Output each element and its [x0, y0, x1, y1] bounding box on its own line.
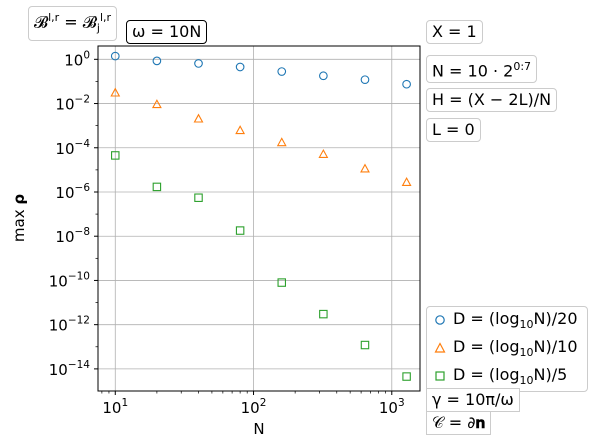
legend-square-marker — [435, 371, 445, 381]
data-point-circle — [235, 62, 245, 72]
data-point-triangle — [318, 148, 329, 158]
legend-label-3: D = (log10N)/5 — [453, 364, 568, 388]
y-tick-label: 10−8 — [55, 226, 90, 246]
data-point-triangle — [193, 113, 204, 123]
annotation-gamma: γ = 10π/ω — [426, 388, 520, 412]
annotation-x: X = 1 — [426, 20, 483, 44]
data-points — [110, 51, 412, 381]
data-point-square — [152, 182, 162, 192]
annotation-omega: ω = 10N — [126, 20, 208, 44]
x-tick-label: 101 — [102, 397, 128, 417]
legend-item-2: D = (log10N)/10 — [427, 337, 578, 359]
data-point-square — [235, 226, 245, 235]
axis-ticks: 101 102 103 100 10−2 10−4 10−6 10−8 10−10 10−12 10… — [49, 49, 405, 417]
legend-circle-marker — [435, 315, 445, 325]
data-point-triangle — [360, 163, 370, 173]
data-point-circle — [277, 67, 287, 76]
legend-label-2: D = (log10N)/10 — [453, 336, 578, 360]
annotation-n-values: N = 10 · 20:7 — [426, 55, 538, 84]
data-point-triangle — [401, 177, 412, 186]
annotation-h: H = (X − 2L)/N — [426, 88, 558, 112]
y-tick-label: 10−4 — [55, 138, 90, 158]
data-point-circle — [360, 75, 370, 85]
data-point-square — [319, 309, 328, 319]
data-point-circle — [319, 71, 328, 81]
annotation-b-equals-bj: 𝓑l,r = 𝓑jl,r — [28, 6, 118, 41]
data-point-circle — [152, 56, 162, 66]
data-point-triangle — [276, 137, 287, 147]
x-tick-label: 103 — [379, 397, 405, 417]
data-point-square — [194, 193, 203, 202]
data-point-square — [277, 278, 286, 287]
grid-lines — [98, 46, 420, 391]
annotation-l: L = 0 — [426, 118, 481, 142]
plot-frame — [97, 45, 421, 392]
y-tick-label: 100 — [64, 49, 90, 69]
y-tick-label: 10−2 — [55, 94, 90, 114]
y-tick-label: 10−10 — [49, 270, 90, 290]
annotation-c: 𝒞 = ∂𝐧 — [426, 411, 492, 435]
data-point-triangle — [110, 87, 121, 97]
data-point-circle — [402, 79, 411, 89]
legend: D = (log10N)/20 D = (log10N)/10 D = (log… — [426, 306, 588, 392]
x-tick-label: 102 — [241, 397, 267, 417]
y-tick-label: 10−6 — [55, 182, 90, 202]
y-tick-label: 10−12 — [49, 315, 90, 335]
data-point-circle — [194, 59, 203, 68]
legend-item-3: D = (log10N)/5 — [427, 365, 567, 387]
data-point-triangle — [151, 99, 162, 109]
data-point-square — [402, 372, 411, 381]
data-point-square — [111, 151, 120, 160]
legend-triangle-marker — [434, 342, 446, 353]
data-point-circle — [110, 51, 120, 61]
data-point-triangle — [235, 125, 246, 135]
data-point-square — [360, 340, 370, 350]
y-axis-label: max ρ — [10, 194, 28, 242]
y-tick-label: 10−14 — [49, 359, 91, 379]
x-axis-label: N — [253, 420, 264, 438]
legend-item-1: D = (log10N)/20 — [427, 309, 578, 331]
legend-label-1: D = (log10N)/20 — [453, 308, 578, 332]
